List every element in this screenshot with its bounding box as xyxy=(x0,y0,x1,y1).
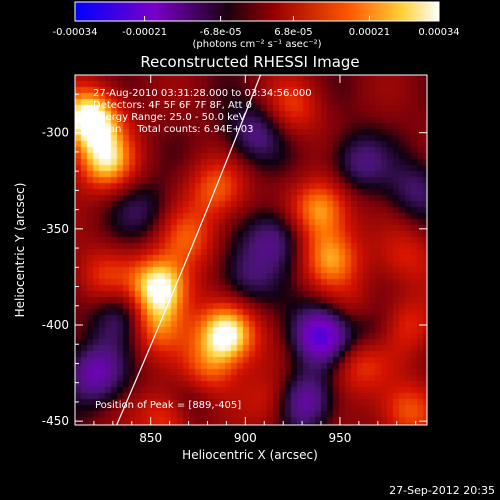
y-tick-label: -300 xyxy=(42,126,69,140)
colorbar-tick-label: -0.00034 xyxy=(53,27,98,38)
colorbar-ticks: -0.00034 -0.00021 -6.8e-05 6.8e-05 0.00021 0.… xyxy=(53,16,460,38)
x-tick-label: 850 xyxy=(139,431,162,445)
annotation-time-range: 27-Aug-2010 03:31:28.000 to 03:34:56.000 xyxy=(93,88,312,99)
annotation-total-counts: Clean Total counts: 6.94E+03 xyxy=(93,124,253,135)
annotation-block: 27-Aug-2010 03:31:28.000 to 03:34:56.000… xyxy=(93,88,312,135)
colorbar-gradient xyxy=(74,1,440,22)
y-tick-label: -450 xyxy=(42,414,69,428)
plot-area: 850 900 950 -300 -350 -400 -450 xyxy=(42,74,428,445)
peak-position-label: Position of Peak = [889,-405] xyxy=(95,400,241,411)
colorbar-tick-label: -0.00021 xyxy=(122,27,167,38)
y-tick-label: -400 xyxy=(42,318,69,332)
solar-limb-line xyxy=(116,75,262,425)
chart-title: Reconstructed RHESSI Image xyxy=(140,53,359,71)
y-tick-label: -350 xyxy=(42,222,69,236)
axis-ticks: 850 900 950 -300 -350 -400 -450 xyxy=(42,75,427,445)
annotation-energy-range: Energy Range: 25.0 - 50.0 keV xyxy=(93,112,246,123)
footer-timestamp: 27-Sep-2012 20:35 xyxy=(389,484,495,497)
colorbar-tick-label: -6.8e-05 xyxy=(200,27,242,38)
x-tick-label: 900 xyxy=(234,431,257,445)
plot-frame xyxy=(74,74,428,426)
x-tick-label: 950 xyxy=(328,431,351,445)
x-axis-label: Heliocentric X (arcsec) xyxy=(182,448,318,462)
y-axis-label: Heliocentric Y (arcsec) xyxy=(13,183,27,318)
colorbar-units: (photons cm⁻² s⁻¹ asec⁻²) xyxy=(192,39,321,50)
colorbar-tick-label: 0.00021 xyxy=(349,27,390,38)
annotation-detectors: Detectors: 4F 5F 6F 7F 8F, Att 0 xyxy=(93,100,252,111)
colorbar-tick-label: 0.00034 xyxy=(418,27,459,38)
colorbar-tick-label: 6.8e-05 xyxy=(274,27,312,38)
colorbar: -0.00034 -0.00021 -6.8e-05 6.8e-05 0.00021 0.… xyxy=(53,1,460,50)
